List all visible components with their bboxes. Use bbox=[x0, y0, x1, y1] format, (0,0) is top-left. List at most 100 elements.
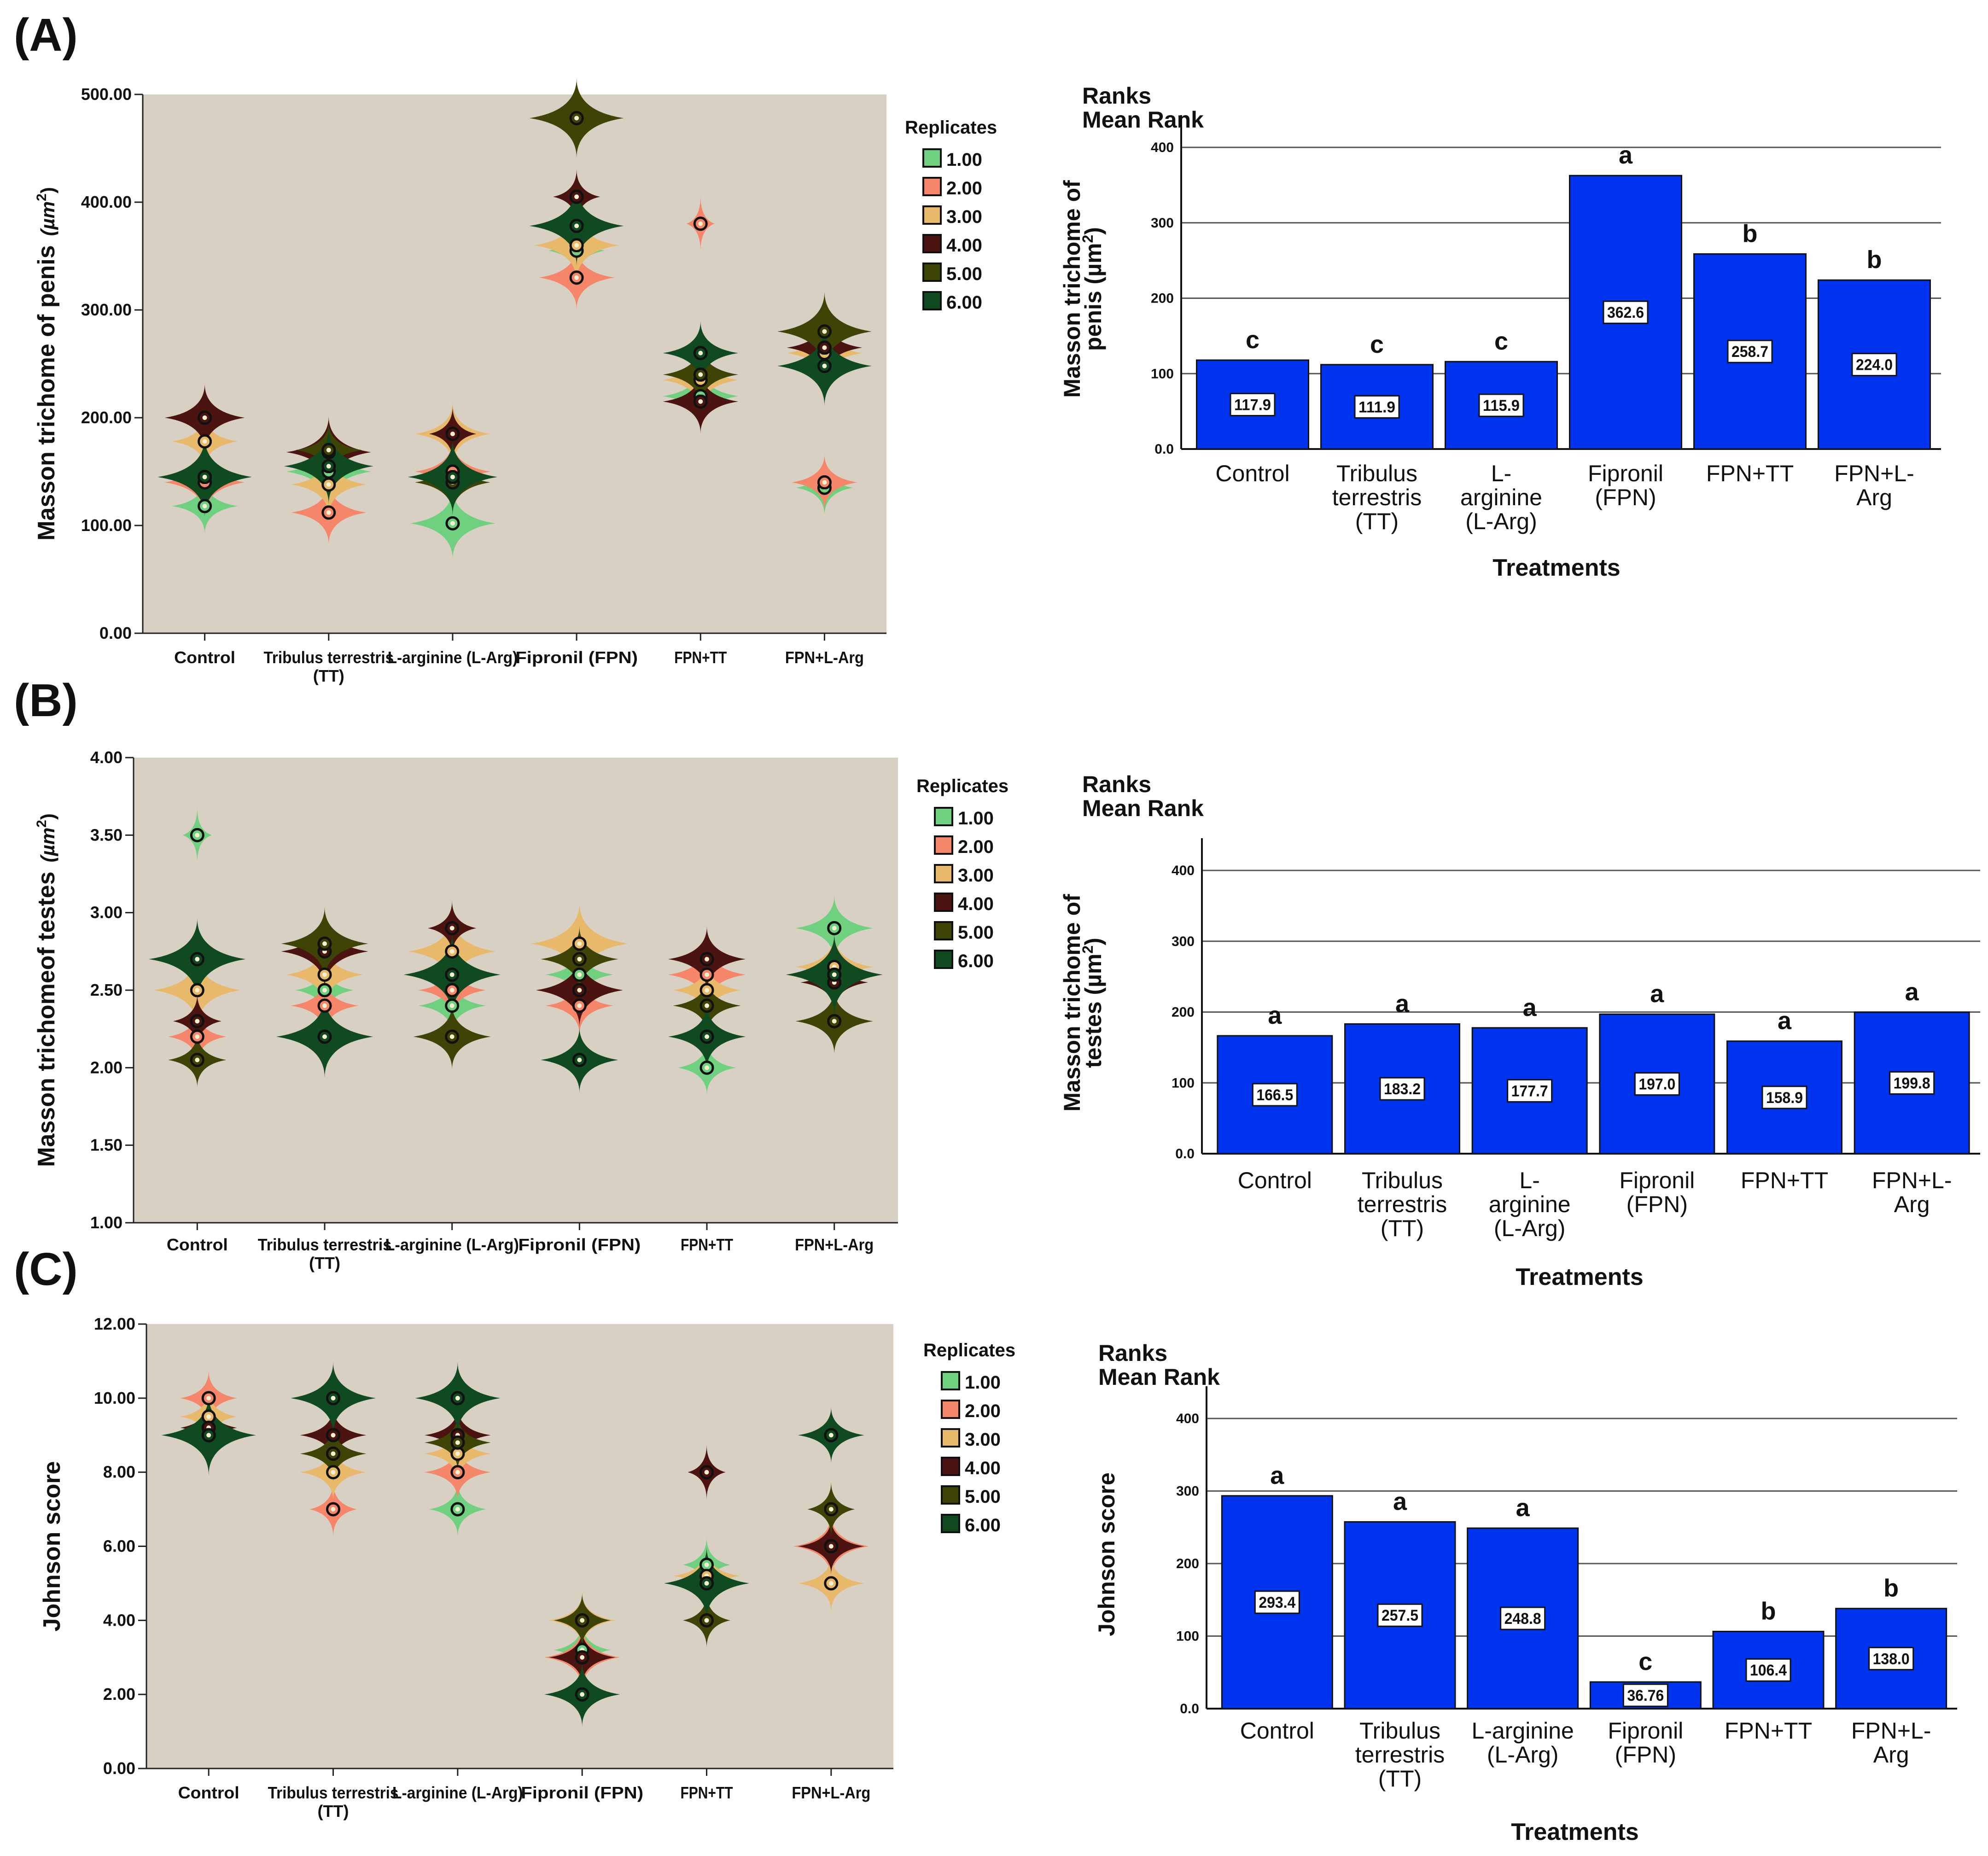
x-tick-label: FPN+L- bbox=[1851, 1718, 1931, 1744]
chart-2: (B) 1.00 1.50 2.00 2.50 3.00 3.50 4.00 Masson tr… bbox=[14, 675, 1009, 1272]
y-tick-label: 2.50 bbox=[90, 981, 122, 999]
legend-swatch bbox=[941, 1485, 960, 1505]
x-tick-label: L-arginine (L-Arg) bbox=[385, 1235, 519, 1254]
x-tick-label: FPN+L-Arg bbox=[795, 1235, 874, 1254]
x-tick-label: Fipronil (FPN) bbox=[518, 1235, 641, 1254]
bar-value-box bbox=[1634, 1072, 1680, 1096]
y-axis-label-sup: 2 bbox=[34, 193, 49, 201]
median-center bbox=[331, 1451, 336, 1456]
bar-value-box bbox=[1889, 1071, 1935, 1095]
y-axis-label-sup: 2 bbox=[1079, 946, 1096, 954]
y-tick-label: 400 bbox=[1176, 1411, 1199, 1426]
x-tick-label: Fipronil (FPN) bbox=[515, 648, 638, 667]
median-center bbox=[698, 350, 703, 356]
y-tick-label: 100 bbox=[1151, 366, 1174, 381]
median-center bbox=[580, 1618, 585, 1623]
x-tick-label: Tribulus terrestris bbox=[268, 1783, 399, 1802]
y-tick-label: 200 bbox=[1172, 1005, 1195, 1020]
median-center bbox=[206, 1414, 211, 1419]
median-center bbox=[705, 1065, 709, 1070]
x-tick-label: L-arginine (L-Arg) bbox=[388, 648, 518, 667]
legend-label: 5.00 bbox=[946, 264, 982, 284]
x-tick-label: FPN+L-Arg bbox=[792, 1783, 870, 1802]
y-axis-label-close: ) bbox=[37, 187, 58, 193]
legend-swatch bbox=[934, 807, 953, 826]
panel-letter: (A) bbox=[14, 9, 78, 61]
y-tick-label: 6.00 bbox=[103, 1537, 135, 1556]
x-tick-label: Tribulus bbox=[1362, 1167, 1443, 1193]
x-tick-label: FPN+TT bbox=[674, 648, 727, 667]
median-center bbox=[698, 372, 703, 377]
bar-value-box bbox=[1230, 392, 1276, 416]
legend-label: 1.00 bbox=[958, 808, 994, 829]
y-axis-label: Masson trichomeof testes (µm2) bbox=[33, 813, 60, 1167]
bar-title-line1: Ranks bbox=[1082, 83, 1151, 109]
x-tick-label: arginine bbox=[1460, 484, 1542, 510]
y-tick-label: 200 bbox=[1151, 291, 1174, 306]
median-center bbox=[326, 482, 331, 487]
significance-letter: a bbox=[1650, 980, 1664, 1008]
median-center bbox=[206, 1433, 211, 1438]
bar-value-box bbox=[1727, 339, 1773, 363]
x-tick-label: FPN+L- bbox=[1872, 1167, 1952, 1193]
x-tick-label: Control bbox=[178, 1783, 239, 1802]
legend-label: 2.00 bbox=[946, 178, 982, 198]
significance-letter: b bbox=[1883, 1575, 1899, 1602]
legend-label: 5.00 bbox=[965, 1487, 1001, 1507]
median-center bbox=[822, 363, 827, 368]
bar-title-line2: Mean Rank bbox=[1082, 107, 1204, 133]
bar-value-label: 293.4 bbox=[1259, 1594, 1295, 1611]
x-tick-label: FPN+TT bbox=[1706, 461, 1794, 486]
median-center bbox=[331, 1470, 336, 1475]
legend-swatch bbox=[934, 893, 953, 912]
legend-swatch bbox=[941, 1457, 960, 1476]
bar-value-box bbox=[1603, 300, 1649, 324]
median-center bbox=[574, 116, 579, 121]
median-center bbox=[455, 1440, 460, 1445]
y-axis-label-line1: Masson trichome of bbox=[1059, 894, 1085, 1112]
median-center bbox=[704, 1562, 709, 1567]
significance-letter: a bbox=[1905, 978, 1919, 1006]
median-center bbox=[704, 1618, 709, 1623]
x-tick-label: Fipronil (FPN) bbox=[521, 1783, 643, 1802]
bar bbox=[1217, 1035, 1333, 1155]
y-tick-label: 2.00 bbox=[103, 1685, 135, 1704]
median-center bbox=[832, 926, 837, 931]
x-tick-label: Fipronil bbox=[1608, 1718, 1683, 1744]
legend-label: 4.00 bbox=[958, 894, 994, 914]
bar-value-label: 166.5 bbox=[1256, 1086, 1293, 1104]
legend-title: Replicates bbox=[923, 1340, 1015, 1360]
median-center bbox=[449, 972, 455, 977]
bar-value-box bbox=[1851, 353, 1897, 377]
significance-letter: b bbox=[1867, 246, 1882, 274]
median-center bbox=[206, 1395, 211, 1401]
legend-label: 2.00 bbox=[958, 837, 994, 857]
y-tick-label: 4.00 bbox=[90, 748, 122, 767]
bar-title-line2: Mean Rank bbox=[1098, 1364, 1220, 1390]
bar-value-box bbox=[1354, 395, 1400, 419]
x-tick-label: Tribulus bbox=[1359, 1718, 1440, 1744]
x-tick-label: FPN+TT bbox=[681, 1235, 733, 1254]
median-center bbox=[705, 972, 709, 977]
bar-value-label: 158.9 bbox=[1766, 1089, 1803, 1107]
y-tick-label: 400 bbox=[1151, 140, 1174, 155]
median-center bbox=[449, 1003, 455, 1008]
y-axis-label: Johnson score bbox=[1094, 1472, 1119, 1636]
median-center bbox=[580, 1655, 585, 1660]
y-tick-label: 0.00 bbox=[99, 624, 132, 642]
x-tick-label: L- bbox=[1491, 461, 1511, 486]
median-center bbox=[449, 949, 455, 954]
x-tick-label: (FPN) bbox=[1615, 1742, 1676, 1768]
x-tick-sublabel: (TT) bbox=[309, 1254, 340, 1272]
median-center bbox=[449, 1034, 455, 1039]
median-center bbox=[574, 223, 579, 228]
legend-label: 5.00 bbox=[958, 922, 994, 943]
y-axis-label: Johnson score bbox=[39, 1461, 65, 1632]
x-tick-label: terrestris bbox=[1355, 1742, 1445, 1768]
y-tick-label: 200 bbox=[1176, 1556, 1199, 1571]
median-center bbox=[450, 474, 455, 479]
bar-value-label: 197.0 bbox=[1638, 1076, 1675, 1093]
bar-value-label: 224.0 bbox=[1856, 356, 1893, 374]
